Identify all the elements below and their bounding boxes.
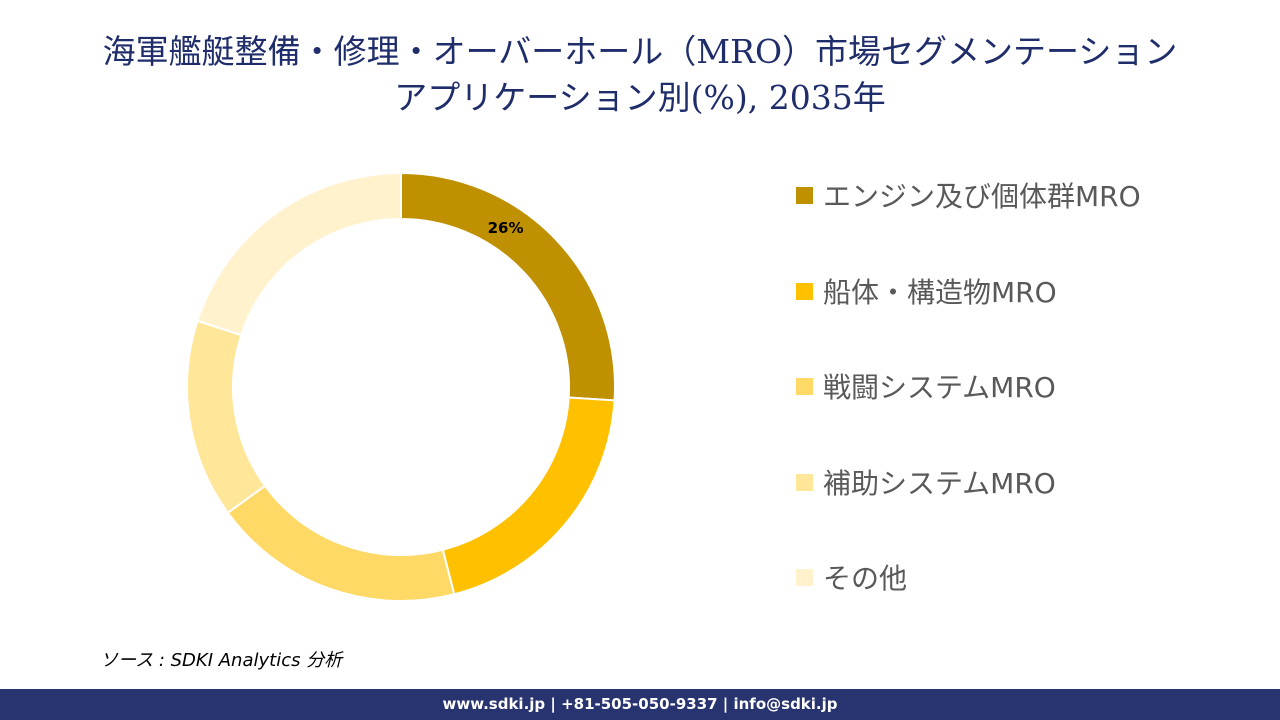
donut-slice xyxy=(226,484,456,602)
legend-item: 補助システムMRO xyxy=(796,457,1056,507)
footer-contact: www.sdki.jp | +81-505-050-9337 | info@sd… xyxy=(0,689,1280,720)
legend-item: その他 xyxy=(796,552,907,602)
legend-label: 補助システムMRO xyxy=(823,467,1056,500)
chart-title: 海軍艦艇整備・修理・オーバーホール（MRO）市場セグメンテーション xyxy=(102,32,1178,71)
legend-swatch xyxy=(796,186,813,204)
donut-slice xyxy=(400,171,616,402)
legend-swatch xyxy=(796,377,813,395)
legend-swatch xyxy=(796,568,813,586)
legend-swatch xyxy=(796,473,813,491)
data-label: 26% xyxy=(488,219,524,237)
donut-slice xyxy=(441,396,616,596)
legend-label: 戦闘システムMRO xyxy=(823,371,1056,404)
legend-label: 船体・構造物MRO xyxy=(823,276,1057,309)
legend-label: エンジン及び個体群MRO xyxy=(823,180,1141,213)
legend-swatch xyxy=(796,282,813,300)
donut-slice xyxy=(196,171,402,337)
legend-item: 戦闘システムMRO xyxy=(796,361,1056,411)
legend-label: その他 xyxy=(823,562,908,595)
source-note: ソース : SDKI Analytics 分析 xyxy=(100,650,343,671)
legend-item: 船体・構造物MRO xyxy=(796,266,1057,316)
chart-subtitle: アプリケーション別(%), 2035年 xyxy=(394,78,886,117)
donut-slice xyxy=(186,319,267,515)
legend-item: エンジン及び個体群MRO xyxy=(796,170,1141,220)
